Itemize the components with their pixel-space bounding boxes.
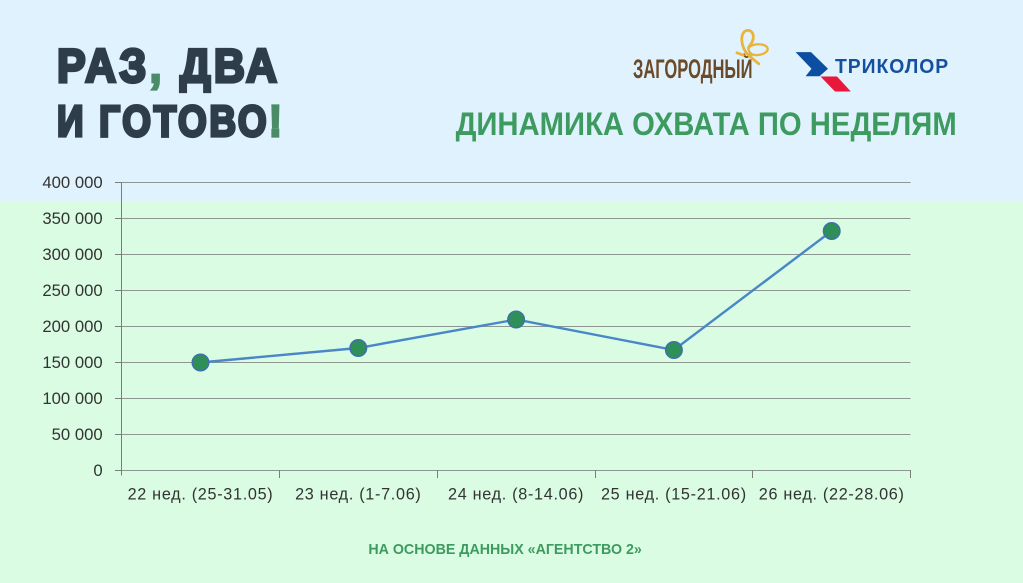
svg-text:200 000: 200 000 bbox=[42, 317, 102, 336]
svg-text:50 000: 50 000 bbox=[52, 425, 103, 444]
svg-text:0: 0 bbox=[93, 461, 102, 480]
svg-text:22 нед. (25-31.05): 22 нед. (25-31.05) bbox=[128, 486, 274, 504]
svg-text:400 000: 400 000 bbox=[42, 173, 102, 192]
svg-text:23 нед. (1-7.06): 23 нед. (1-7.06) bbox=[295, 486, 421, 504]
svg-text:26 нед. (22-28.06): 26 нед. (22-28.06) bbox=[759, 486, 905, 504]
svg-text:300 000: 300 000 bbox=[42, 245, 102, 264]
svg-text:150 000: 150 000 bbox=[42, 353, 102, 372]
svg-text:250 000: 250 000 bbox=[42, 281, 102, 300]
svg-text:100 000: 100 000 bbox=[42, 389, 102, 408]
svg-text:24 нед. (8-14.06): 24 нед. (8-14.06) bbox=[448, 486, 584, 504]
svg-text:350 000: 350 000 bbox=[42, 209, 102, 228]
svg-text:25 нед. (15-21.06): 25 нед. (15-21.06) bbox=[601, 486, 747, 504]
